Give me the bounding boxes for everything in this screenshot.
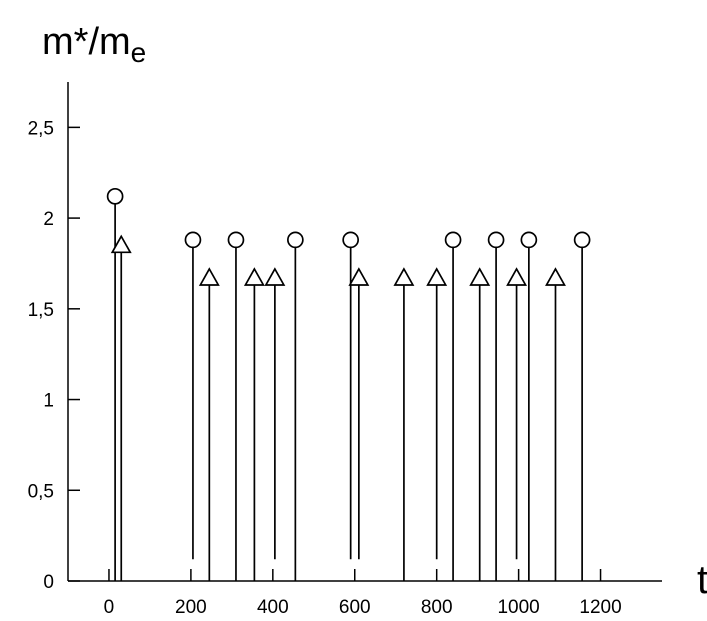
circle-marker bbox=[487, 231, 505, 249]
x-tick-label: 800 bbox=[421, 597, 453, 618]
circle-marker bbox=[184, 231, 202, 249]
x-tick-label: 1000 bbox=[497, 597, 539, 618]
circle-marker bbox=[444, 231, 462, 249]
x-tick-label: 0 bbox=[104, 597, 115, 618]
y-axis-title-subscript: e bbox=[131, 37, 147, 68]
y-tick-label: 0 bbox=[43, 572, 54, 593]
x-tick-label: 400 bbox=[257, 597, 289, 618]
stems bbox=[114, 204, 583, 581]
x-tick-label: 1200 bbox=[579, 597, 621, 618]
triangle-marker bbox=[393, 267, 415, 286]
tick-labels: 0 0,5 1 1,5 2 2,5 0 200 400 600 800 1000 1200 bbox=[28, 118, 622, 618]
y-axis-title-main: m*/m bbox=[42, 21, 131, 63]
y-tick-label: 2 bbox=[43, 209, 54, 230]
y-tick-label: 1,5 bbox=[28, 300, 54, 321]
triangle-marker bbox=[469, 267, 491, 286]
circle-marker bbox=[106, 187, 124, 205]
triangle-marker bbox=[198, 267, 220, 286]
triangle-marker bbox=[264, 267, 286, 286]
circle-marker bbox=[287, 231, 304, 249]
x-tick-label: 200 bbox=[175, 597, 207, 618]
y-tick-label: 2,5 bbox=[28, 118, 54, 139]
triangle-marker bbox=[506, 267, 528, 286]
triangle-marker bbox=[243, 267, 265, 286]
axes bbox=[67, 82, 662, 582]
y-tick-label: 1 bbox=[43, 391, 54, 412]
tick-marks bbox=[68, 126, 602, 582]
circle-marker bbox=[342, 231, 360, 249]
triangle-marker bbox=[348, 267, 370, 286]
circle-marker bbox=[520, 231, 538, 249]
y-axis-title: m*/me bbox=[42, 21, 146, 68]
x-tick-label: 600 bbox=[339, 597, 371, 618]
circle-marker bbox=[573, 231, 591, 249]
x-axis-title: t bbox=[697, 558, 707, 602]
triangle-marker bbox=[110, 234, 132, 254]
markers bbox=[106, 187, 591, 286]
triangle-marker bbox=[426, 267, 448, 286]
circle-marker bbox=[227, 231, 245, 249]
y-tick-label: 0,5 bbox=[28, 481, 54, 502]
triangle-marker bbox=[545, 267, 566, 286]
